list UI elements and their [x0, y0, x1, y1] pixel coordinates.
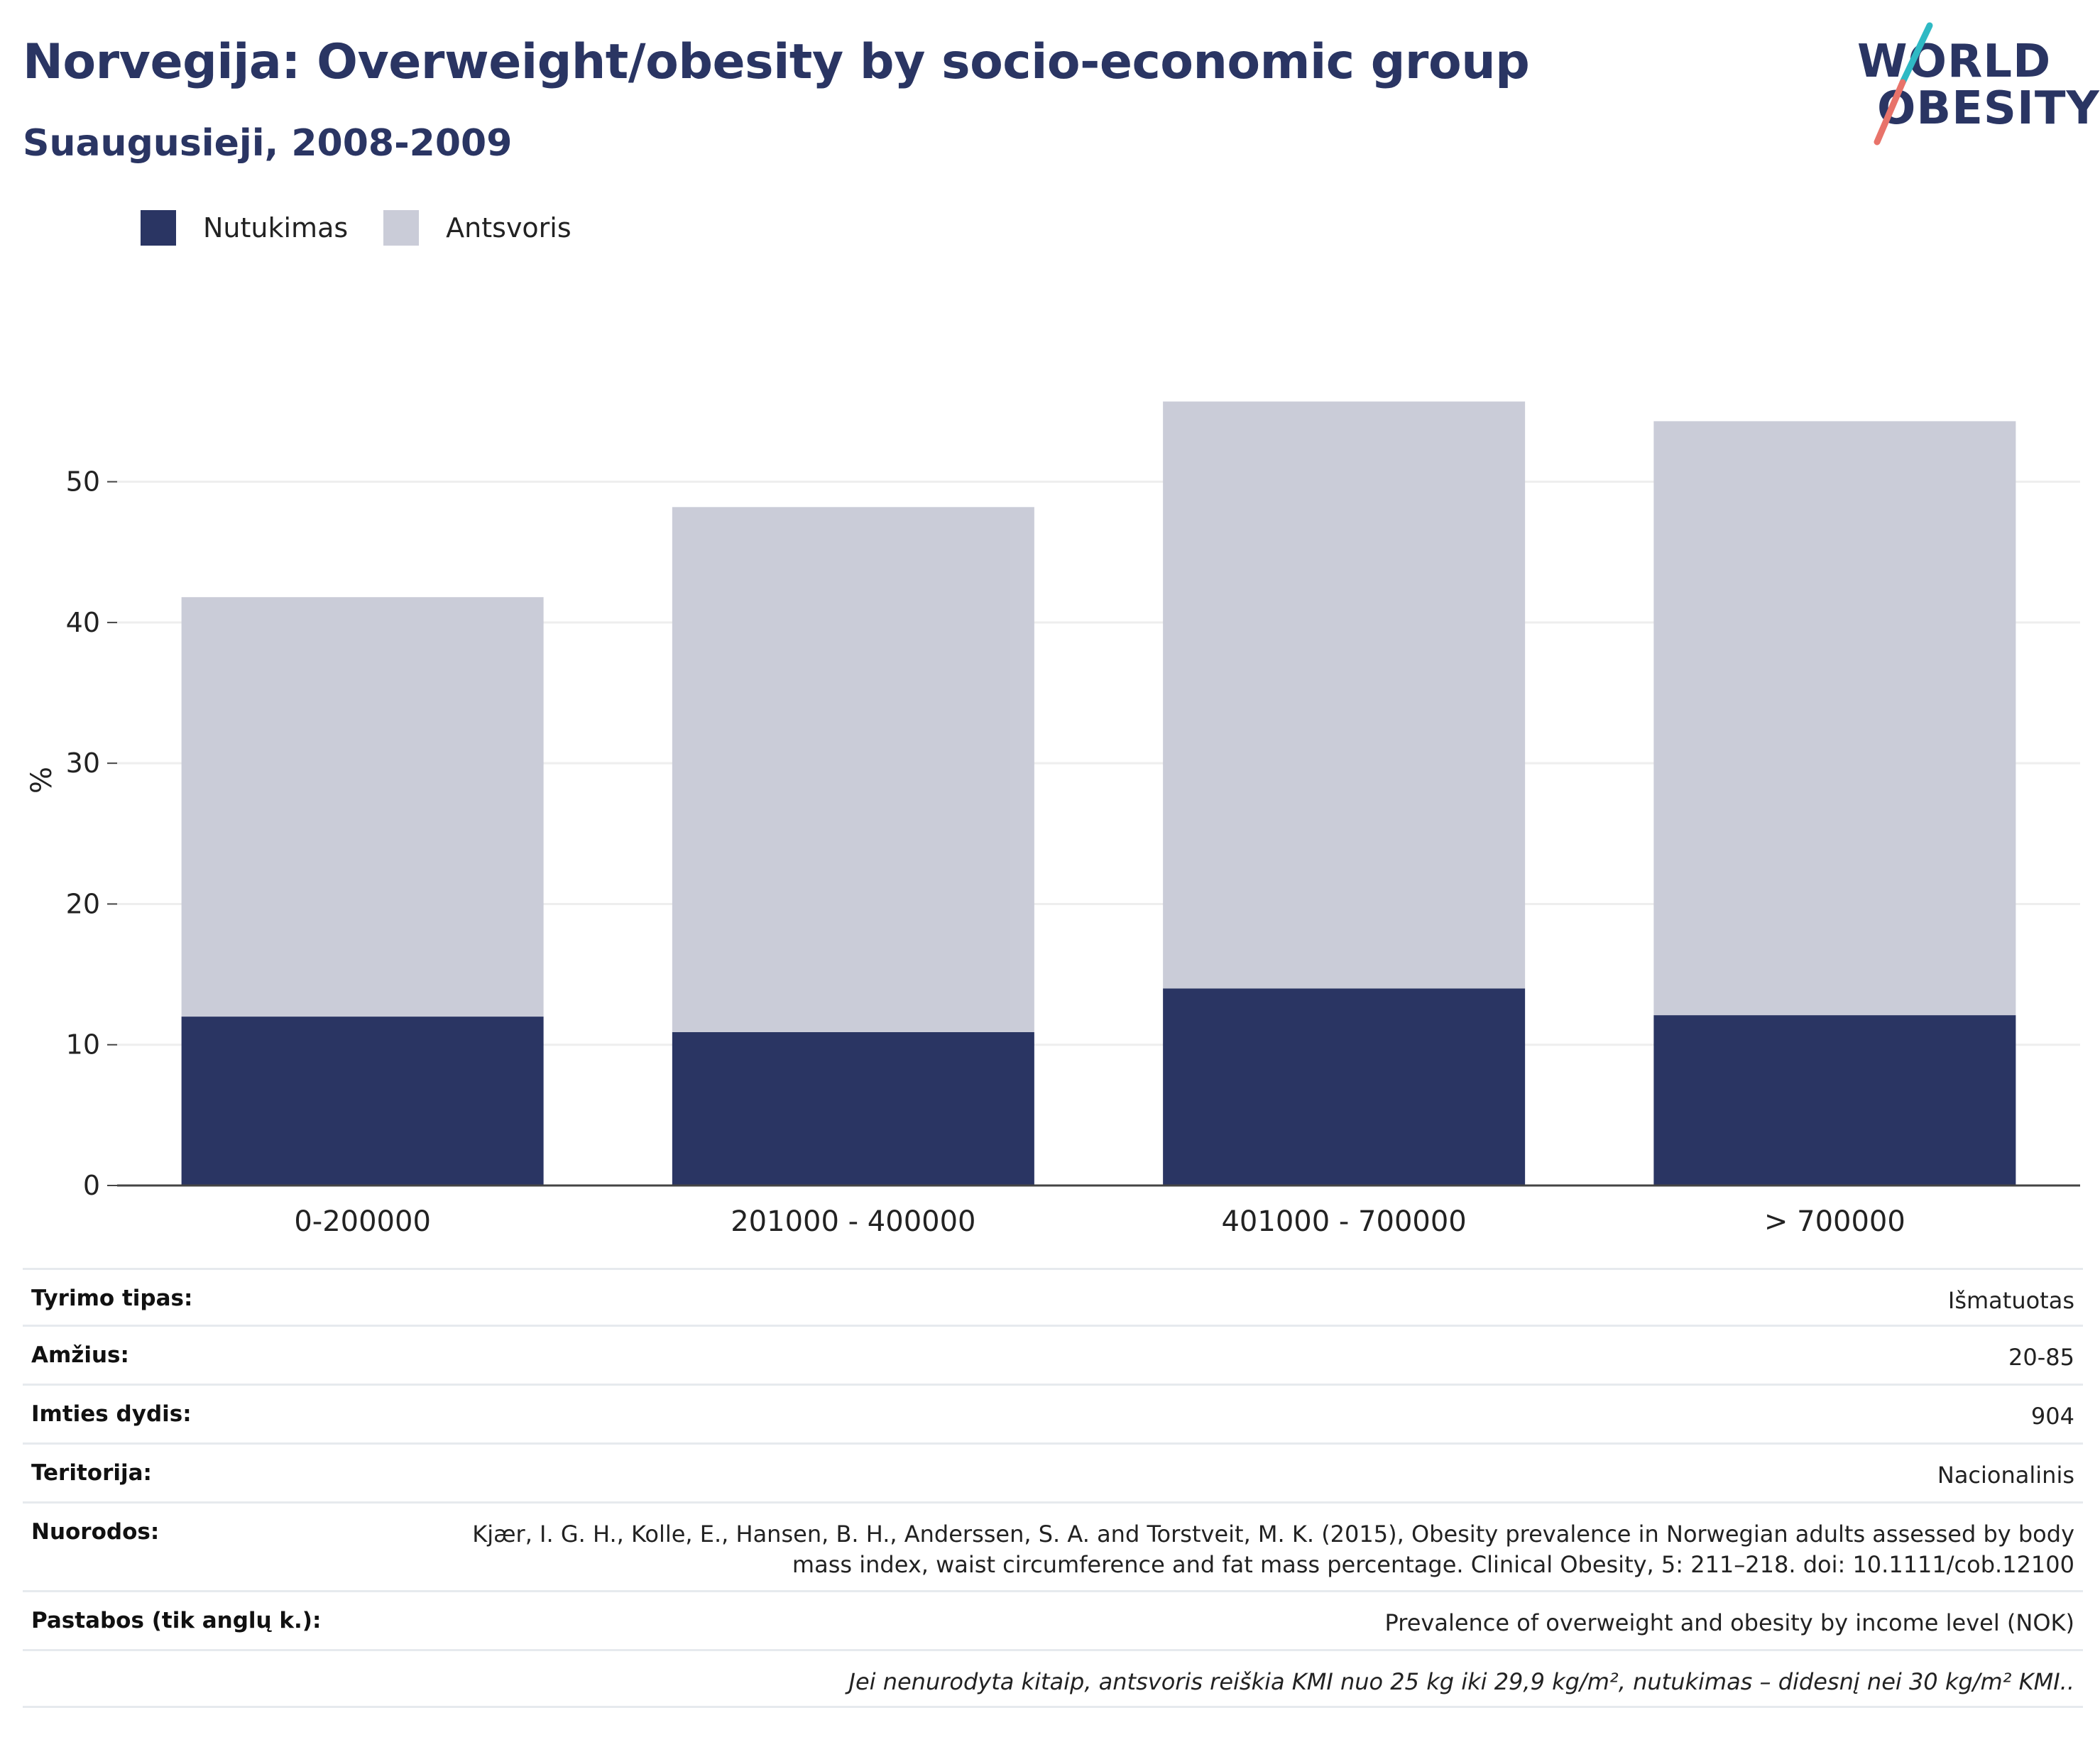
- study-info-table: Tyrimo tipas: Išmatuotas Amžius: 20-85 Imtie…: [23, 1268, 2083, 1708]
- chart-axes: 0 10 20 30 40 50% 0-200000 201000 - 400000 40100…: [26, 466, 2080, 1238]
- info-label: Nuorodos:: [31, 1519, 160, 1545]
- y-tick-label: 20: [66, 888, 100, 919]
- x-tick-label: 201000 - 400000: [731, 1205, 975, 1238]
- legend-label-overweight: Antsvoris: [446, 212, 572, 243]
- chart-bars: [181, 401, 2016, 1185]
- bar-segment-overweight: [1163, 401, 1526, 989]
- info-label: Teritorija:: [31, 1460, 152, 1486]
- bar-segment-obesity: [1163, 988, 1526, 1185]
- bar-segment-overweight: [1653, 421, 2016, 1016]
- info-label: Imties dydis:: [31, 1401, 192, 1427]
- chart-legend: Nutukimas Antsvoris: [141, 210, 607, 246]
- world-obesity-logo: WORLD OBESITY: [1846, 20, 2099, 155]
- logo-text-world: WORLD: [1857, 35, 2052, 88]
- legend-swatch-overweight: [383, 210, 420, 246]
- info-value: 904: [2030, 1403, 2074, 1430]
- info-value: Išmatuotas: [1947, 1287, 2074, 1314]
- info-row: Nuorodos: Kjær, I. G. H., Kolle, E., Hans…: [23, 1501, 2083, 1590]
- info-label: Tyrimo tipas:: [31, 1286, 193, 1311]
- legend-item-overweight[interactable]: Antsvoris: [383, 210, 572, 246]
- legend-swatch-obesity: [141, 210, 176, 246]
- info-value: Nacionalinis: [1937, 1462, 2074, 1489]
- info-value: Kjær, I. G. H., Kolle, E., Hansen, B. H.…: [472, 1521, 2074, 1578]
- x-tick-label: > 700000: [1764, 1205, 1905, 1238]
- y-tick-label: 10: [66, 1029, 100, 1061]
- info-value: 20-85: [2008, 1344, 2074, 1371]
- x-tick-label: 0-200000: [294, 1205, 431, 1238]
- bar-segment-obesity: [672, 1031, 1034, 1185]
- legend-label-obesity: Nutukimas: [203, 212, 349, 243]
- info-row: Imties dydis: 904: [23, 1384, 2083, 1442]
- info-row: Tyrimo tipas: Išmatuotas: [23, 1268, 2083, 1325]
- footnote-row: Jei nenurodyta kitaip, antsvoris reiškia…: [23, 1649, 2083, 1708]
- y-tick-label: 0: [83, 1170, 100, 1201]
- footnote: Jei nenurodyta kitaip, antsvoris reiškia…: [848, 1668, 2075, 1695]
- info-row: Amžius: 20-85: [23, 1325, 2083, 1384]
- chart-title: Norvegija: Overweight/obesity by socio-e…: [23, 34, 1530, 90]
- info-label: Pastabos (tik anglų k.):: [31, 1608, 322, 1633]
- info-label: Amžius:: [31, 1342, 129, 1368]
- info-row: Pastabos (tik anglų k.): Prevalence of ov…: [23, 1590, 2083, 1649]
- info-row: Teritorija: Nacionalinis: [23, 1442, 2083, 1501]
- y-axis-label: %: [26, 767, 58, 794]
- info-value: Prevalence of overweight and obesity by …: [1384, 1609, 2074, 1636]
- x-tick-label: 401000 - 700000: [1221, 1205, 1466, 1238]
- y-tick-label: 40: [66, 607, 100, 638]
- bar-segment-obesity: [181, 1017, 544, 1185]
- chart-subtitle: Suaugusieji, 2008-2009: [23, 122, 513, 165]
- stacked-bar-chart: 0 10 20 30 40 50% 0-200000 201000 - 400000 40100…: [26, 401, 2080, 1238]
- y-tick-label: 50: [66, 466, 100, 498]
- y-tick-label: 30: [66, 747, 100, 779]
- bar-segment-obesity: [1653, 1015, 2016, 1185]
- legend-item-obesity[interactable]: Nutukimas: [141, 210, 348, 246]
- logo-slash-icon: [1874, 22, 1933, 146]
- logo-text-obesity: OBESITY: [1877, 82, 2100, 135]
- bar-segment-overweight: [181, 597, 544, 1017]
- bar-segment-overweight: [672, 507, 1034, 1032]
